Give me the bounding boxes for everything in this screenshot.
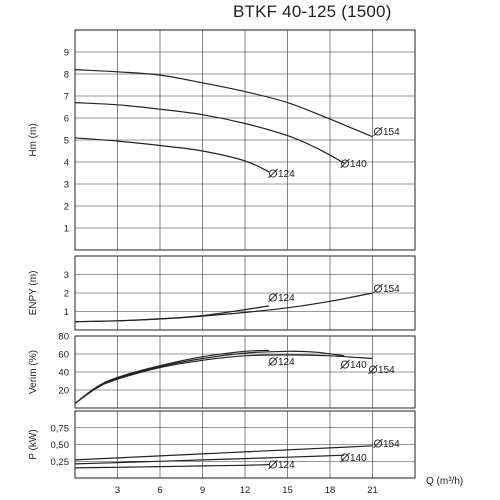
diameter-circle bbox=[340, 453, 350, 462]
npsh-ytick-label: 3 bbox=[64, 270, 69, 281]
efficiency-frame bbox=[74, 335, 416, 409]
power-d154-diameter-symbol bbox=[373, 438, 383, 449]
head-ytick-label: 1 bbox=[64, 224, 69, 235]
npsh-ytick-label: 2 bbox=[64, 289, 69, 300]
diameter-slash bbox=[373, 438, 383, 449]
efficiency-curve-label-d154: 154 bbox=[378, 365, 395, 376]
diameter-slash bbox=[340, 359, 350, 370]
power-ytick-label: 0,50 bbox=[51, 440, 70, 451]
power-d124-diameter-symbol bbox=[268, 459, 278, 470]
power-curve-d124 bbox=[74, 464, 270, 469]
power-curve-label-d124: 124 bbox=[278, 460, 295, 471]
efficiency-y-axis-label: Verim (%) bbox=[28, 350, 39, 394]
efficiency-ytick-label: 40 bbox=[58, 368, 69, 379]
diameter-slash bbox=[340, 158, 350, 169]
power-ytick-label: 0,25 bbox=[51, 457, 70, 468]
head-panel: 1 2 3 4 5 6 7 8 9 Hm (m) 154 140 124 bbox=[28, 29, 416, 251]
npsh-curve-label-d124: 124 bbox=[278, 293, 295, 304]
power-xtick-label: 3 bbox=[115, 485, 120, 496]
head-ytick-label: 7 bbox=[64, 92, 69, 103]
npsh-d124-diameter-symbol bbox=[268, 292, 278, 303]
efficiency-curve-d124 bbox=[74, 349, 270, 404]
head-curve-label-d154: 154 bbox=[383, 127, 400, 138]
diameter-slash bbox=[368, 364, 378, 375]
npsh-d154-diameter-symbol bbox=[373, 283, 383, 294]
head-ytick-label: 8 bbox=[64, 70, 69, 81]
head-ytick-label: 2 bbox=[64, 202, 69, 213]
head-ytick-label: 4 bbox=[64, 158, 69, 169]
diameter-circle bbox=[373, 439, 383, 448]
power-xtick-label: 6 bbox=[157, 485, 162, 496]
head-ytick-label: 9 bbox=[64, 48, 69, 59]
power-frame bbox=[74, 410, 416, 479]
diameter-circle bbox=[268, 169, 278, 178]
head-ytick-label: 3 bbox=[64, 180, 69, 191]
efficiency-ytick-label: 60 bbox=[58, 350, 69, 361]
diameter-slash bbox=[268, 292, 278, 303]
diameter-circle bbox=[373, 127, 383, 136]
head-curve-d154 bbox=[74, 69, 373, 138]
head-curve-d140 bbox=[74, 102, 345, 164]
head-curve-d124 bbox=[74, 137, 270, 173]
head-d154-diameter-symbol bbox=[373, 126, 383, 137]
power-curve-label-d140: 140 bbox=[350, 453, 367, 464]
x-axis-label: Q (m³/h) bbox=[426, 476, 463, 487]
efficiency-curve-label-d124: 124 bbox=[278, 357, 295, 368]
npsh-y-axis-label: ENPY (m) bbox=[28, 271, 39, 316]
diameter-slash bbox=[373, 283, 383, 294]
power-xtick-label: 18 bbox=[325, 485, 336, 496]
npsh-panel: 1 2 3 ENPY (m) 154 124 bbox=[28, 255, 416, 331]
head-frame bbox=[74, 29, 416, 251]
head-y-axis-label: Hm (m) bbox=[28, 123, 39, 156]
efficiency-curve-d140 bbox=[74, 350, 345, 404]
head-curve-label-d140: 140 bbox=[350, 159, 367, 170]
diameter-circle bbox=[340, 360, 350, 369]
npsh-curve-d124 bbox=[74, 305, 270, 323]
efficiency-d124-diameter-symbol bbox=[268, 356, 278, 367]
efficiency-d140-diameter-symbol bbox=[340, 359, 350, 370]
npsh-frame bbox=[74, 255, 416, 331]
diameter-slash bbox=[268, 356, 278, 367]
head-d140-diameter-symbol bbox=[340, 158, 350, 169]
diameter-circle bbox=[340, 159, 350, 168]
diameter-circle bbox=[268, 357, 278, 366]
head-curve-label-d124: 124 bbox=[278, 169, 295, 180]
power-curve-label-d154: 154 bbox=[383, 439, 400, 450]
power-xtick-label: 9 bbox=[200, 485, 205, 496]
power-xtick-label: 21 bbox=[367, 485, 378, 496]
power-ytick-label: 0,75 bbox=[51, 423, 70, 434]
power-curve-d140 bbox=[74, 454, 345, 465]
head-d124-diameter-symbol bbox=[268, 168, 278, 179]
efficiency-d154-diameter-symbol bbox=[368, 364, 378, 375]
efficiency-ytick-label: 20 bbox=[58, 386, 69, 397]
diameter-circle bbox=[373, 284, 383, 293]
efficiency-curve-d154 bbox=[74, 354, 373, 404]
diameter-circle bbox=[268, 293, 278, 302]
diameter-slash bbox=[340, 452, 350, 463]
head-ytick-label: 5 bbox=[64, 136, 69, 147]
diameter-circle bbox=[268, 460, 278, 469]
efficiency-curve-label-d140: 140 bbox=[350, 360, 367, 371]
power-xtick-label: 12 bbox=[240, 485, 251, 496]
diameter-slash bbox=[268, 168, 278, 179]
npsh-ytick-label: 1 bbox=[64, 307, 69, 318]
head-ytick-label: 6 bbox=[64, 114, 69, 125]
diameter-slash bbox=[268, 459, 278, 470]
power-d140-diameter-symbol bbox=[340, 452, 350, 463]
power-curve-d154 bbox=[74, 445, 373, 461]
npsh-curve-d154 bbox=[74, 292, 373, 323]
diameter-circle bbox=[368, 365, 378, 374]
efficiency-panel: 20 40 60 80 Verim (%) 154 140 124 bbox=[28, 332, 416, 409]
efficiency-ytick-label: 80 bbox=[58, 332, 69, 343]
chart-title: BTKF 40-125 (1500) bbox=[233, 2, 392, 21]
diameter-slash bbox=[373, 126, 383, 137]
power-xtick-label: 15 bbox=[282, 485, 293, 496]
power-y-axis-label: P (kW) bbox=[28, 429, 39, 459]
npsh-curve-label-d154: 154 bbox=[383, 284, 400, 295]
power-panel: 0,25 0,50 0,75 P (kW) 154 140 124 3 6 9 12 15 18 21 Q … bbox=[28, 410, 463, 496]
